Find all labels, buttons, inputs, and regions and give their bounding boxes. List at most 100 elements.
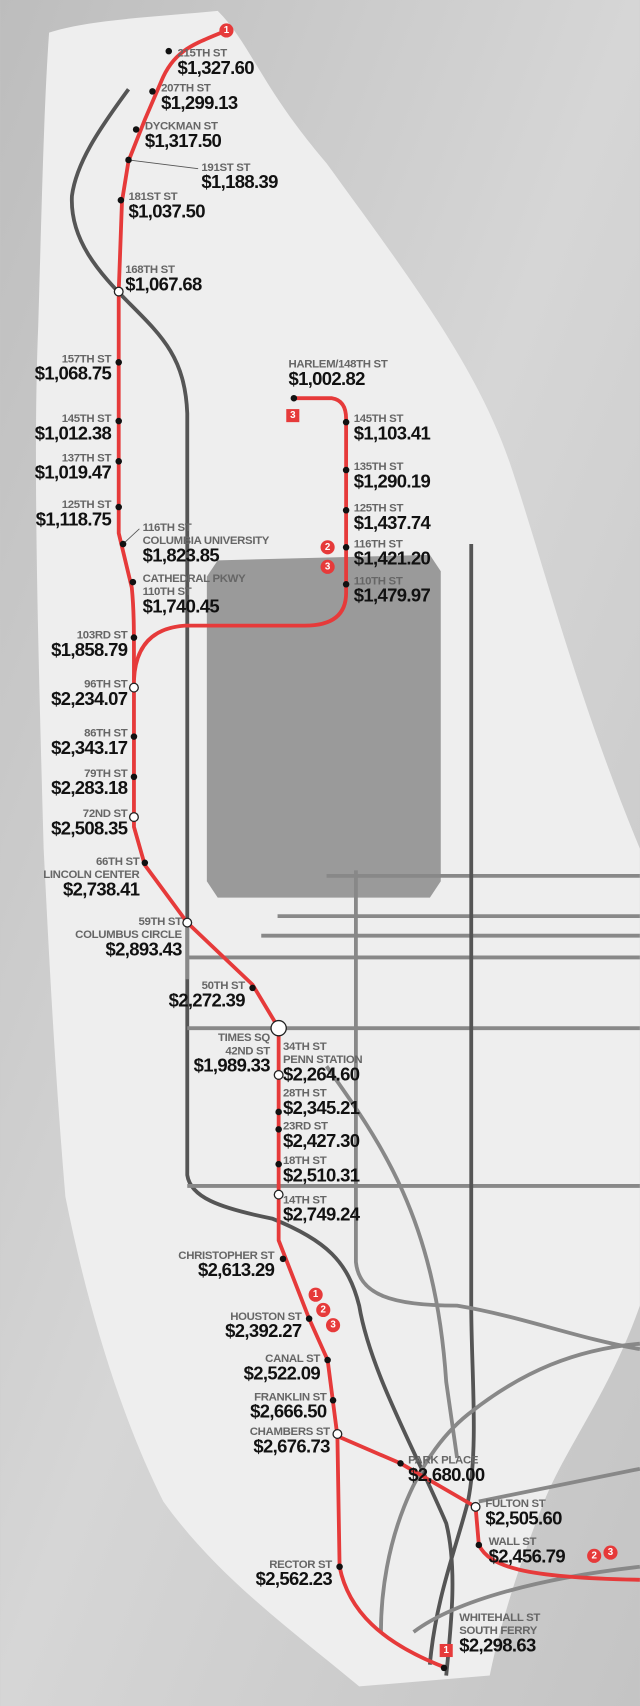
station-name: 72ND ST — [83, 808, 128, 820]
station-name: HOUSTON ST — [230, 1311, 302, 1323]
station-fare: $2,613.29 — [198, 1259, 275, 1280]
station-dot — [342, 544, 350, 551]
station-name: 110TH ST — [143, 586, 192, 598]
route-badge: 1 — [219, 23, 234, 38]
station: 125TH ST$1,118.75 — [36, 499, 122, 530]
station-dot — [115, 359, 122, 366]
station: 116TH ST$1,421.20 — [342, 538, 431, 569]
station: 50TH ST$2,272.39 — [169, 980, 256, 1010]
station: 125TH ST$1,437.74 — [342, 502, 432, 533]
station-dot — [275, 1108, 282, 1116]
station-dot — [336, 1563, 343, 1570]
station-name: 96TH ST — [84, 679, 128, 691]
station-dot — [141, 859, 149, 867]
station-dot — [130, 773, 138, 781]
badge-shape — [603, 1545, 618, 1560]
station-fare: $1,858.79 — [51, 639, 128, 660]
route-badge: 1 — [439, 1643, 453, 1658]
route-badge: 3 — [603, 1545, 618, 1560]
station: HOUSTON ST$2,392.27 — [225, 1311, 313, 1341]
station-name: FULTON ST — [485, 1498, 545, 1510]
route-badge: 3 — [320, 559, 335, 574]
station-fare: $1,299.13 — [161, 92, 238, 113]
station-name: CATHEDRAL PKWY — [143, 573, 246, 585]
station-dot — [115, 417, 122, 425]
badge-label: 2 — [321, 1304, 327, 1315]
station-dot — [273, 1189, 284, 1200]
station-dot — [119, 540, 127, 548]
station-name: 125TH ST — [354, 502, 404, 514]
station: 215TH ST$1,327.60 — [165, 47, 255, 78]
station: 135TH ST$1,290.19 — [342, 461, 431, 491]
badge-shape — [320, 540, 335, 555]
station: 157TH ST$1,068.75 — [35, 353, 122, 384]
station-dot — [113, 286, 124, 297]
station-dot — [470, 1501, 481, 1512]
route-badge: 3 — [286, 409, 300, 423]
station: 207TH ST$1,299.13 — [149, 82, 239, 113]
station-dot — [275, 1126, 282, 1133]
station: CHRISTOPHER ST$2,613.29 — [178, 1250, 287, 1280]
station-name: 125TH ST — [62, 499, 112, 511]
station-fare: $1,012.38 — [35, 423, 112, 444]
station-name: PARK PLACE — [408, 1454, 479, 1466]
station-name: 59TH ST — [138, 916, 182, 928]
station-fare: $1,989.33 — [194, 1055, 271, 1076]
central-park — [206, 554, 441, 898]
station-dot — [342, 507, 350, 514]
station-dot — [115, 503, 122, 511]
station-fare: $2,508.35 — [51, 818, 128, 839]
station: 168TH ST$1,067.68 — [113, 264, 203, 297]
station-name: CANAL ST — [265, 1353, 320, 1365]
station: PARK PLACE$2,680.00 — [397, 1454, 486, 1485]
station-dot — [305, 1315, 313, 1322]
station-dot — [182, 917, 193, 928]
station-dot — [324, 1356, 331, 1364]
station-name: 116TH ST — [143, 522, 192, 534]
station-dot — [165, 47, 173, 55]
route-badge: 1 — [308, 1287, 323, 1302]
station: 96TH ST$2,234.07 — [51, 679, 139, 709]
station-fare: $2,505.60 — [485, 1507, 562, 1528]
station-name: 168TH ST — [125, 264, 175, 276]
station-fare: $2,893.43 — [105, 938, 182, 959]
station-name: SOUTH FERRY — [459, 1625, 537, 1637]
station-dot — [132, 126, 140, 133]
station-name: HARLEM/148TH ST — [288, 359, 387, 371]
station-dot — [128, 682, 139, 693]
station-name: 86TH ST — [84, 728, 128, 740]
station: 191ST ST$1,188.39 — [125, 156, 279, 192]
badge-shape — [308, 1287, 323, 1302]
station-name: 157TH ST — [62, 353, 112, 365]
badge-label: 1 — [313, 1289, 319, 1300]
route-badge: 2 — [320, 540, 335, 555]
station-dot — [342, 466, 350, 474]
station-dot — [129, 578, 137, 586]
station-dot — [342, 580, 350, 588]
station-name: COLUMBIA UNIVERSITY — [143, 535, 270, 547]
station-dot — [273, 1069, 284, 1080]
station: 145TH ST$1,103.41 — [342, 413, 431, 444]
station: 145TH ST$1,012.38 — [35, 413, 122, 444]
station-fare: $2,343.17 — [51, 737, 128, 758]
station-fare: $2,283.18 — [51, 777, 128, 798]
station-dot — [440, 1664, 448, 1672]
station-fare: $1,002.82 — [288, 368, 365, 389]
station-dot — [249, 984, 256, 992]
station-dot — [279, 1255, 287, 1263]
station-fare: $1,740.45 — [143, 596, 220, 617]
station-dot — [332, 1428, 343, 1440]
station-fare: $2,749.24 — [283, 1204, 361, 1225]
station-fare: $2,345.21 — [283, 1097, 360, 1118]
station: 110TH ST$1,479.97 — [342, 575, 431, 606]
leader — [128, 159, 199, 170]
station: WALL ST$2,456.79 — [475, 1536, 566, 1566]
station-name: RECTOR ST — [269, 1559, 332, 1571]
route-badge: 3 — [325, 1318, 341, 1333]
station-name: 181ST ST — [129, 191, 178, 203]
station-name: 28TH ST — [283, 1088, 327, 1100]
station-name: FRANKLIN ST — [254, 1391, 327, 1403]
